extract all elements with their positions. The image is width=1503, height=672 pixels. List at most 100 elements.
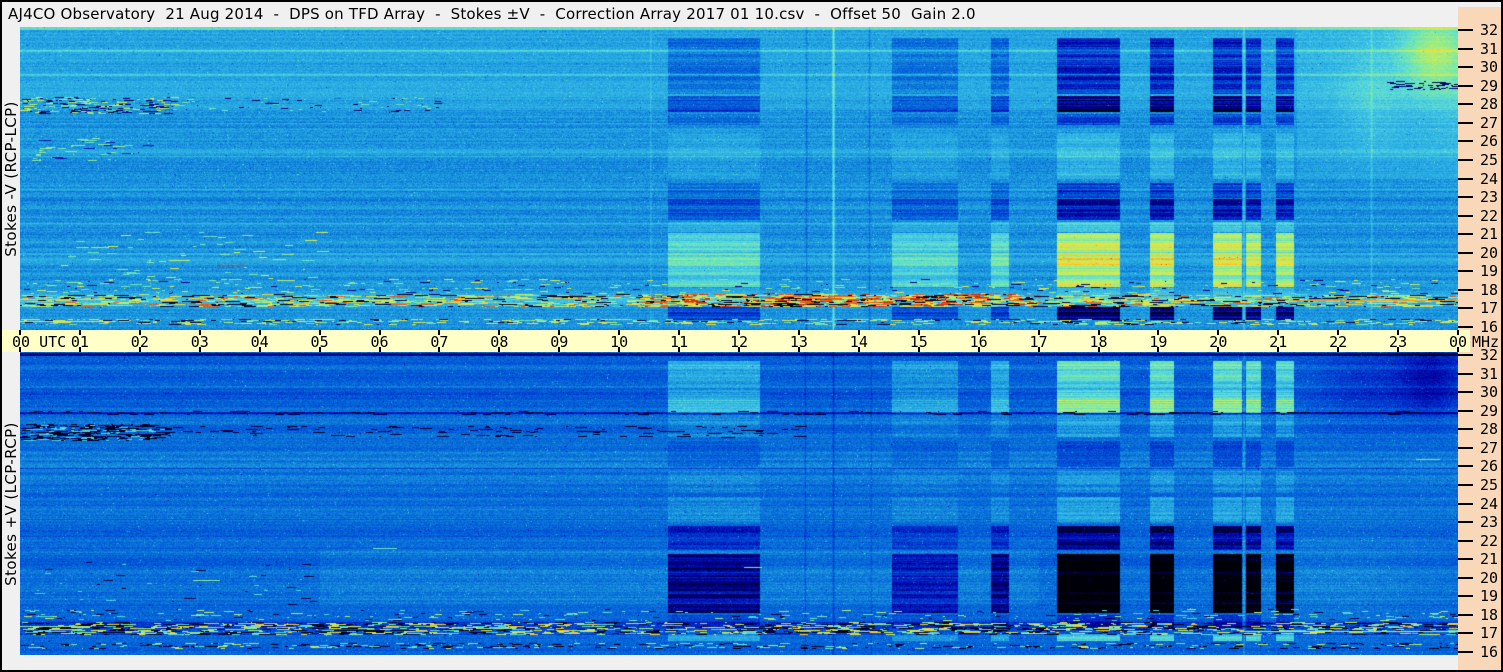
hour-tick <box>1157 347 1160 352</box>
hour-tick <box>977 347 980 352</box>
hour-tick <box>618 347 621 352</box>
title-bar: AJ4CO Observatory 21 Aug 2014 - DPS on T… <box>2 2 1458 26</box>
freq-label: 27 <box>1479 113 1498 132</box>
freq-label: 17 <box>1479 624 1498 643</box>
hour-label: 21 <box>1269 333 1288 351</box>
freq-tick <box>1458 158 1473 161</box>
hour-tick <box>438 347 441 352</box>
hour-tick <box>558 347 561 352</box>
freq-tick <box>1458 307 1473 310</box>
hour-label: 23 <box>1389 333 1408 351</box>
freq-label: 23 <box>1479 513 1498 532</box>
hour-tick <box>498 330 501 335</box>
hour-tick <box>1277 347 1280 352</box>
freq-label: 29 <box>1479 76 1498 95</box>
hour-tick <box>1337 330 1340 335</box>
hour-tick <box>917 347 920 352</box>
freq-tick <box>1458 177 1473 180</box>
hour-tick <box>78 347 81 352</box>
freq-tick <box>1458 576 1473 579</box>
hour-tick <box>797 347 800 352</box>
hour-tick <box>1397 347 1400 352</box>
hour-tick <box>138 347 141 352</box>
hour-tick <box>1217 347 1220 352</box>
hour-label: 06 <box>370 333 389 351</box>
hour-tick <box>977 330 980 335</box>
hour-label: 18 <box>1089 333 1108 351</box>
hour-tick <box>378 330 381 335</box>
hour-tick <box>78 330 81 335</box>
hour-tick <box>618 330 621 335</box>
freq-label: 28 <box>1479 95 1498 114</box>
hour-label: 00 <box>1448 333 1468 351</box>
hour-tick <box>438 330 441 335</box>
freq-label: 25 <box>1479 475 1498 494</box>
freq-tick <box>1458 103 1473 106</box>
freq-tick <box>1458 288 1473 291</box>
hour-label: 14 <box>849 333 868 351</box>
hour-label: 20 <box>1209 333 1228 351</box>
freq-tick <box>1458 465 1473 468</box>
hour-tick <box>1457 347 1459 352</box>
freq-label: 18 <box>1479 280 1498 299</box>
freq-label: 23 <box>1479 188 1498 207</box>
hour-label: 12 <box>729 333 749 351</box>
title-text: AJ4CO Observatory 21 Aug 2014 - DPS on T… <box>8 5 976 23</box>
hour-tick <box>1037 330 1040 335</box>
freq-tick <box>1458 483 1473 486</box>
freq-tick <box>1458 613 1473 616</box>
hour-tick <box>198 347 201 352</box>
hour-label: 10 <box>610 333 629 351</box>
hour-tick <box>1337 347 1340 352</box>
freq-tick <box>1458 66 1473 69</box>
freq-label: 21 <box>1479 550 1498 569</box>
hour-tick <box>1097 330 1100 335</box>
ylabel-stokes-minus-v: Stokes -V (RCP-LCP) <box>2 101 20 257</box>
hour-label: 07 <box>430 333 449 351</box>
freq-tick <box>1458 446 1473 449</box>
freq-label: 17 <box>1479 299 1498 318</box>
hour-tick <box>318 330 321 335</box>
time-axis: 00 UTC 01 02 03 04 05 06 07 08 09 10 11 12 13 14 15 16 17… <box>2 330 1470 352</box>
hour-tick <box>378 347 381 352</box>
freq-label: 27 <box>1479 438 1498 457</box>
hour-tick <box>1217 330 1220 335</box>
freq-tick <box>1458 196 1473 199</box>
hour-label: 16 <box>969 333 988 351</box>
frequency-axis: MHz 32 32 31 31 30 30 29 29 28 28 27 27 26 26 25 25 24 24… <box>1458 7 1501 670</box>
freq-tick <box>1458 270 1473 273</box>
hour-tick <box>917 330 920 335</box>
hour-tick <box>738 330 740 335</box>
freq-label: 16 <box>1479 317 1498 336</box>
hour-label: 03 <box>190 333 209 351</box>
freq-label: 28 <box>1479 420 1498 439</box>
hour-tick <box>1277 330 1280 335</box>
freq-tick <box>1458 354 1473 357</box>
freq-label: 29 <box>1479 401 1498 420</box>
freq-label: 30 <box>1479 58 1498 77</box>
mhz-unit-label: MHz <box>1472 333 1500 351</box>
hour-tick <box>258 347 261 352</box>
hour-tick <box>318 347 321 352</box>
freq-label: 24 <box>1479 169 1498 188</box>
freq-label: 32 <box>1479 21 1498 40</box>
hour-tick <box>1157 330 1160 335</box>
freq-tick <box>1458 502 1473 505</box>
hour-label: 02 <box>130 333 149 351</box>
freq-label: 31 <box>1479 39 1498 58</box>
hour-tick <box>1037 347 1040 352</box>
hour-label: 04 <box>250 333 269 351</box>
hour-tick <box>678 330 681 335</box>
freq-tick <box>1458 233 1473 236</box>
hour-tick <box>857 330 860 335</box>
freq-tick <box>1458 650 1473 653</box>
freq-tick <box>1458 140 1473 143</box>
freq-tick <box>1458 391 1473 394</box>
freq-label: 26 <box>1479 132 1498 151</box>
freq-label: 26 <box>1479 457 1498 476</box>
hour-tick <box>678 347 681 352</box>
hour-label: 17 <box>1029 333 1048 351</box>
freq-tick <box>1458 214 1473 217</box>
freq-tick <box>1458 121 1473 124</box>
freq-label: 18 <box>1479 605 1498 624</box>
